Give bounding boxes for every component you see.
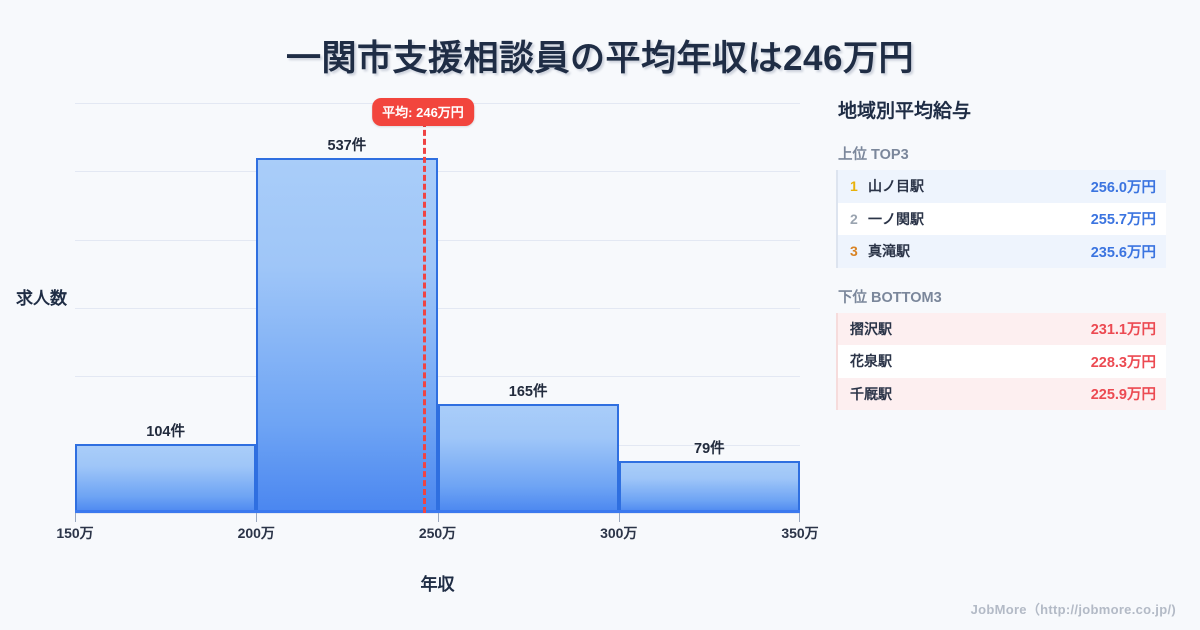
x-axis-tick-label: 350万 xyxy=(781,525,819,541)
rank-station-name: 千厩駅 xyxy=(850,385,892,402)
top3-header: 上位 TOP3 xyxy=(838,147,909,163)
rank-number: 3 xyxy=(850,243,858,260)
gridline xyxy=(75,239,800,241)
rank-number: 2 xyxy=(850,210,858,227)
bottom3-list: 摺沢駅 231.1万円花泉駅 228.3万円千厩駅 225.9万円 xyxy=(836,312,1166,410)
x-axis-tick xyxy=(799,513,800,522)
x-axis-tick xyxy=(437,513,439,522)
side-panel-title: 地域別平均給与 xyxy=(838,101,972,122)
histogram-bar xyxy=(618,460,800,513)
x-axis-tick-label: 150万 xyxy=(56,525,94,541)
x-axis-tick xyxy=(618,513,620,522)
bottom3-header: 下位 BOTTOM3 xyxy=(838,289,942,306)
rank-station-name: 真滝駅 xyxy=(868,243,910,260)
rank-station-name: 山ノ目駅 xyxy=(868,178,924,195)
rank-salary-value: 256.0万円 xyxy=(1090,179,1156,196)
average-line xyxy=(423,103,426,513)
rank-salary-value: 235.6万円 xyxy=(1090,244,1156,261)
rank-station-name: 花泉駅 xyxy=(850,353,892,370)
bar-value-label: 165件 xyxy=(508,383,548,400)
x-axis-tick-label: 250万 xyxy=(418,525,457,541)
gridline xyxy=(75,171,800,173)
rank-row: 花泉駅 228.3万円 xyxy=(838,345,1166,378)
rank-salary-value: 225.9万円 xyxy=(1090,387,1156,404)
x-axis-baseline xyxy=(75,510,800,513)
top3-list: 1 山ノ目駅 256.0万円 2 一ノ関駅 255.7万円 3 真滝駅 235.6万円 xyxy=(836,170,1166,268)
y-axis-title: 求人数 xyxy=(16,289,67,308)
histogram-bar xyxy=(256,157,438,513)
x-axis-tick-label: 300万 xyxy=(600,525,638,541)
footer-watermark: JobMore（http://jobmore.co.jp/) xyxy=(970,602,1176,617)
rank-salary-value: 228.3万円 xyxy=(1090,354,1156,371)
rank-row: 2 一ノ関駅 255.7万円 xyxy=(838,202,1166,235)
rank-number: 1 xyxy=(850,178,858,195)
histogram-chart: 求人数 104件 537件 165件 79件 150万 200万 250万 300万 350万… xyxy=(0,88,820,608)
histogram-bar xyxy=(437,403,619,513)
bar-value-label: 79件 xyxy=(694,440,725,457)
gridline xyxy=(75,308,800,309)
gridline xyxy=(75,376,800,378)
average-badge: 平均: 246万円 xyxy=(372,98,474,126)
rank-station-name: 一ノ関駅 xyxy=(868,210,924,227)
x-axis-tick-label: 200万 xyxy=(237,525,275,541)
x-axis-title: 年収 xyxy=(420,575,455,594)
rank-salary-value: 231.1万円 xyxy=(1090,322,1156,339)
page-title: 一関市支援相談員の平均年収は246万円 xyxy=(286,39,914,78)
plot-area: 104件 537件 165件 79件 150万 200万 250万 300万 350万 平均:… xyxy=(56,98,819,541)
regional-salary-panel: 地域別平均給与 上位 TOP3 1 山ノ目駅 256.0万円 2 一ノ関駅 255.7万円… xyxy=(836,96,1166,428)
rank-row: 摺沢駅 231.1万円 xyxy=(838,312,1166,345)
x-axis-tick xyxy=(75,513,76,522)
bar-value-label: 537件 xyxy=(327,137,367,154)
rank-row: 千厩駅 225.9万円 xyxy=(838,377,1166,410)
rank-salary-value: 255.7万円 xyxy=(1090,212,1156,229)
rank-row: 3 真滝駅 235.6万円 xyxy=(838,235,1166,268)
histogram-bar xyxy=(75,444,257,513)
x-axis-tick xyxy=(256,513,258,522)
rank-station-name: 摺沢駅 xyxy=(850,320,892,337)
rank-row: 1 山ノ目駅 256.0万円 xyxy=(838,170,1166,203)
bar-value-label: 104件 xyxy=(146,424,185,441)
